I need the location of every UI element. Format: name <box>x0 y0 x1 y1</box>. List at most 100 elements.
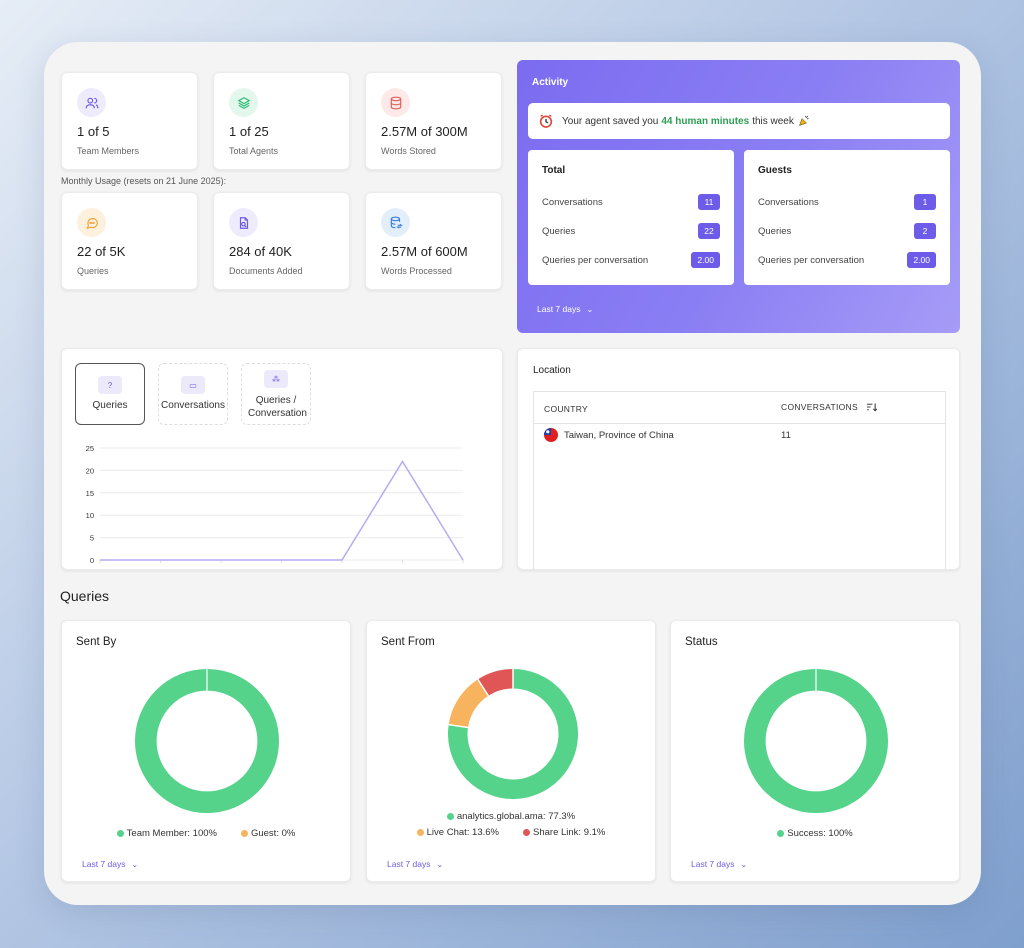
activity-row: Queries per conversation 2.00 <box>758 251 936 269</box>
stat-card-documents-added: 284 of 40K Documents Added <box>213 192 350 290</box>
stat-label: Documents Added <box>229 266 303 276</box>
legend-label: Share Link: 9.1% <box>533 827 606 838</box>
country-conversations: 11 <box>781 430 791 441</box>
legend-dot <box>416 829 424 836</box>
stat-label: Words Stored <box>381 146 436 156</box>
legend-item: Share Link: 9.1% <box>523 827 605 838</box>
legend-label: Live Chat: 13.6% <box>426 827 499 838</box>
legend-label: analytics.global.ama: 77.3% <box>456 811 576 822</box>
column-header-conversations[interactable]: CONVERSATIONS <box>781 402 877 412</box>
legend-dot <box>523 829 530 836</box>
activity-row-value: 1 <box>914 194 936 210</box>
activity-row-label: Conversations <box>758 196 819 208</box>
legend-dot <box>446 813 454 820</box>
legend-dot <box>116 830 124 837</box>
stat-value: 2.57M of 300M <box>381 124 468 139</box>
activity-period-select[interactable]: Last 7 days ⌄ <box>537 304 593 314</box>
time-saved-prefix: Your agent saved you <box>562 115 659 127</box>
table-row: Taiwan, Province of China 11 <box>534 424 945 448</box>
activity-row-value: 2.00 <box>691 252 720 268</box>
donut-title: Sent From <box>381 636 435 648</box>
party-popper-icon <box>798 115 810 127</box>
period-label: Last 7 days <box>82 859 126 869</box>
tab-label: Conversations <box>161 400 225 411</box>
stat-card-team-members: 1 of 5 Team Members <box>61 72 198 170</box>
activity-row-label: Queries per conversation <box>758 254 865 266</box>
chevron-down-icon: ⌄ <box>131 859 139 869</box>
tab-conversations[interactable]: ▭ Conversations <box>158 363 228 425</box>
message-icon <box>77 208 106 237</box>
chevron-down-icon: ⌄ <box>436 859 444 869</box>
period-select[interactable]: Last 7 days ⌄ <box>691 859 747 869</box>
donut-slice[interactable] <box>477 669 514 696</box>
donut-legend: Live Chat: 13.6% Share Link: 9.1% <box>367 827 655 838</box>
legend-item: analytics.global.ama: 77.3% <box>446 811 576 822</box>
legend-label: Success: 100% <box>787 828 853 839</box>
stat-value: 1 of 5 <box>77 124 110 139</box>
location-title: Location <box>533 365 571 376</box>
stat-card-words-stored: 2.57M of 300M Words Stored <box>365 72 502 170</box>
time-saved-suffix: this week <box>752 115 794 127</box>
sparkle-cursor-icon: ⁂ <box>264 370 288 388</box>
stat-value: 1 of 25 <box>229 124 269 139</box>
activity-row-label: Queries <box>758 225 792 237</box>
tab-queries[interactable]: ? Queries <box>75 363 145 425</box>
legend-item: Success: 100% <box>777 828 853 839</box>
donut-title: Sent By <box>76 636 117 648</box>
activity-row-value: 2.00 <box>907 252 936 268</box>
donut-legend: analytics.global.ama: 77.3% <box>367 811 655 822</box>
sent-from-card: Sent From analytics.global.ama: 77.3% Li… <box>366 620 656 882</box>
tab-label: Queries <box>92 400 128 411</box>
time-saved-banner: Your agent saved you 44 human minutes th… <box>528 103 950 139</box>
country-name: Taiwan, Province of China <box>564 430 674 441</box>
users-icon <box>77 88 106 117</box>
sort-descending-icon <box>866 402 877 412</box>
y-tick-label: 10 <box>86 511 94 520</box>
activity-row: Queries per conversation 2.00 <box>542 251 720 269</box>
series-line <box>100 460 464 561</box>
donut-legend: Success: 100% <box>671 828 959 839</box>
donut-slice[interactable] <box>448 669 578 799</box>
stat-card-words-processed: 2.57M of 600M Words Processed <box>365 192 502 290</box>
stat-label: Total Agents <box>229 146 279 156</box>
queries-line-chart: 25 20 15 10 5 0 <box>86 444 464 565</box>
location-table-header: COUNTRY CONVERSATIONS <box>534 392 945 424</box>
stat-value: 22 of 5K <box>77 244 126 259</box>
activity-row-value: 2 <box>914 223 936 239</box>
period-label: Last 7 days <box>691 859 735 869</box>
period-select[interactable]: Last 7 days ⌄ <box>82 859 138 869</box>
status-donut-chart <box>744 669 888 813</box>
donut-slice[interactable] <box>744 669 888 813</box>
y-tick-label: 5 <box>90 534 94 543</box>
period-label: Last 7 days <box>537 304 581 314</box>
activity-guests-card: Guests Conversations 1 Queries 2 Queries… <box>744 150 950 285</box>
activity-title: Activity <box>532 77 569 88</box>
sent-by-card: Sent By Team Member: 100% Guest: 0% Last… <box>61 620 351 882</box>
y-tick-label: 0 <box>90 556 94 565</box>
donut-slice[interactable] <box>135 669 279 813</box>
activity-row: Queries 22 <box>542 222 720 240</box>
legend-item: Guest: 0% <box>240 828 295 839</box>
period-select[interactable]: Last 7 days ⌄ <box>387 859 443 869</box>
status-card: Status Success: 100% Last 7 days ⌄ <box>670 620 960 882</box>
database-icon <box>381 88 410 117</box>
stat-label: Queries <box>77 266 109 276</box>
stat-label: Words Processed <box>381 266 452 276</box>
column-header-country: COUNTRY <box>544 404 588 414</box>
legend-item: Live Chat: 13.6% <box>416 827 499 838</box>
tab-queries-per-conversation[interactable]: ⁂ Queries / Conversation <box>241 363 311 425</box>
donut-title: Status <box>685 636 718 648</box>
donut-slice[interactable] <box>448 679 489 728</box>
donut-legend: Team Member: 100% Guest: 0% <box>62 828 350 839</box>
period-label: Last 7 days <box>387 859 431 869</box>
y-tick-label: 25 <box>86 444 94 453</box>
chevron-down-icon: ⌄ <box>740 859 748 869</box>
y-tick-label: 20 <box>86 466 94 475</box>
time-saved-highlight: 44 human minutes <box>661 115 750 127</box>
activity-row: Conversations 11 <box>542 193 720 211</box>
legend-label: Team Member: 100% <box>126 828 217 839</box>
activity-row: Conversations 1 <box>758 193 936 211</box>
legend-item: Team Member: 100% <box>116 828 217 839</box>
document-search-icon <box>229 208 258 237</box>
activity-row-label: Conversations <box>542 196 603 208</box>
